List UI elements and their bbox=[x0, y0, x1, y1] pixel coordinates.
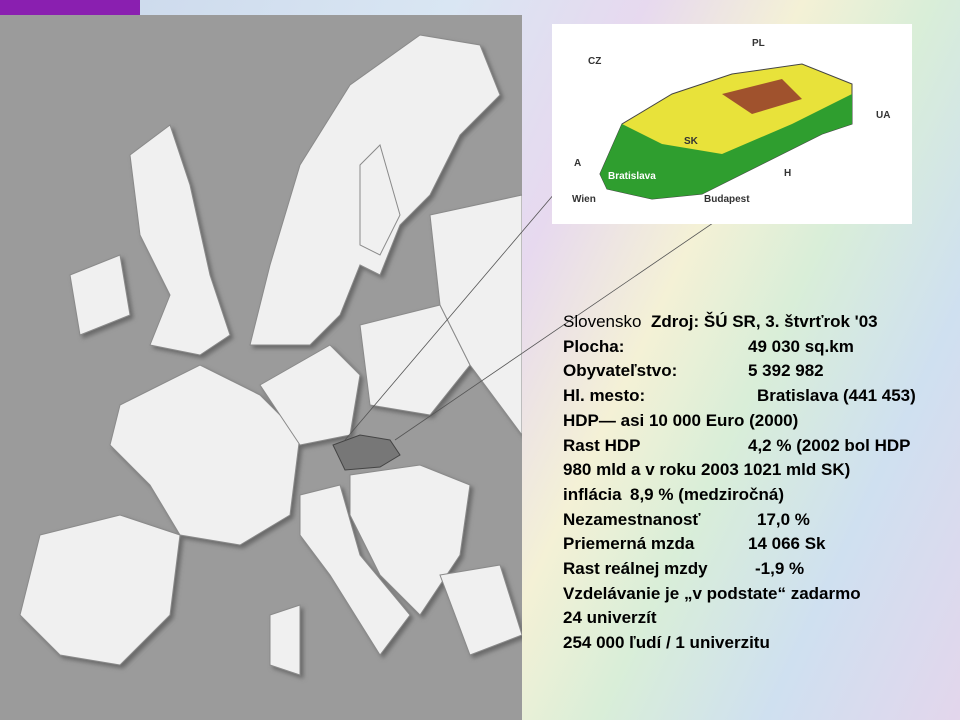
fact-label: Vzdelávanie je „v podstate“ zadarmo bbox=[563, 583, 861, 603]
fact-label: Slovensko bbox=[563, 312, 642, 331]
map-label: Bratislava bbox=[608, 171, 656, 182]
map-label: CZ bbox=[588, 56, 601, 67]
fact-value: 49 030 sq.km bbox=[748, 336, 854, 356]
slovakia-inset-map: CZ PL UA SK A H Bratislava Wien Budapest bbox=[552, 24, 912, 224]
fact-value: Bratislava (441 453) bbox=[757, 386, 916, 406]
map-label: A bbox=[574, 158, 581, 169]
europe-map bbox=[0, 15, 522, 720]
map-label: UA bbox=[876, 110, 890, 121]
fact-label: 980 mld a v roku 2003 1021 mld SK) bbox=[563, 460, 851, 480]
map-label: SK bbox=[684, 136, 699, 147]
fact-value: 4,2 % (2002 bol HDP bbox=[748, 435, 911, 455]
fact-label: 24 univerzít bbox=[563, 608, 657, 628]
map-label: Budapest bbox=[704, 194, 750, 205]
fact-label: Rast reálnej mzdy bbox=[563, 559, 708, 578]
fact-value: Zdroj: ŠÚ SR, 3. štvrťrok '03 bbox=[651, 312, 878, 331]
fact-label: Plocha: bbox=[563, 336, 625, 356]
fact-value: -1,9 % bbox=[755, 559, 805, 578]
fact-value: 14 066 Sk bbox=[748, 534, 826, 554]
fact-label: 254 000 ľudí / 1 univerzitu bbox=[563, 633, 770, 653]
title-bar-accent bbox=[0, 0, 140, 15]
map-label: H bbox=[784, 168, 791, 179]
fact-value: 5 392 982 bbox=[748, 361, 824, 381]
fact-label: Obyvateľstvo: bbox=[563, 361, 678, 381]
fact-label: Hl. mesto: bbox=[563, 386, 646, 406]
fact-label: HDP— asi 10 000 Euro (2000) bbox=[563, 410, 799, 430]
map-label: Wien bbox=[572, 194, 596, 205]
fact-value: 8,9 % (medziročná) bbox=[630, 484, 784, 504]
fact-label: Rast HDP bbox=[563, 435, 641, 455]
fact-label: Nezamestnanosť bbox=[563, 509, 701, 529]
map-label: PL bbox=[752, 38, 765, 49]
fact-label: inflácia bbox=[563, 484, 622, 504]
fact-value: 17,0 % bbox=[757, 509, 810, 529]
fact-label: Priemerná mzda bbox=[563, 534, 695, 554]
